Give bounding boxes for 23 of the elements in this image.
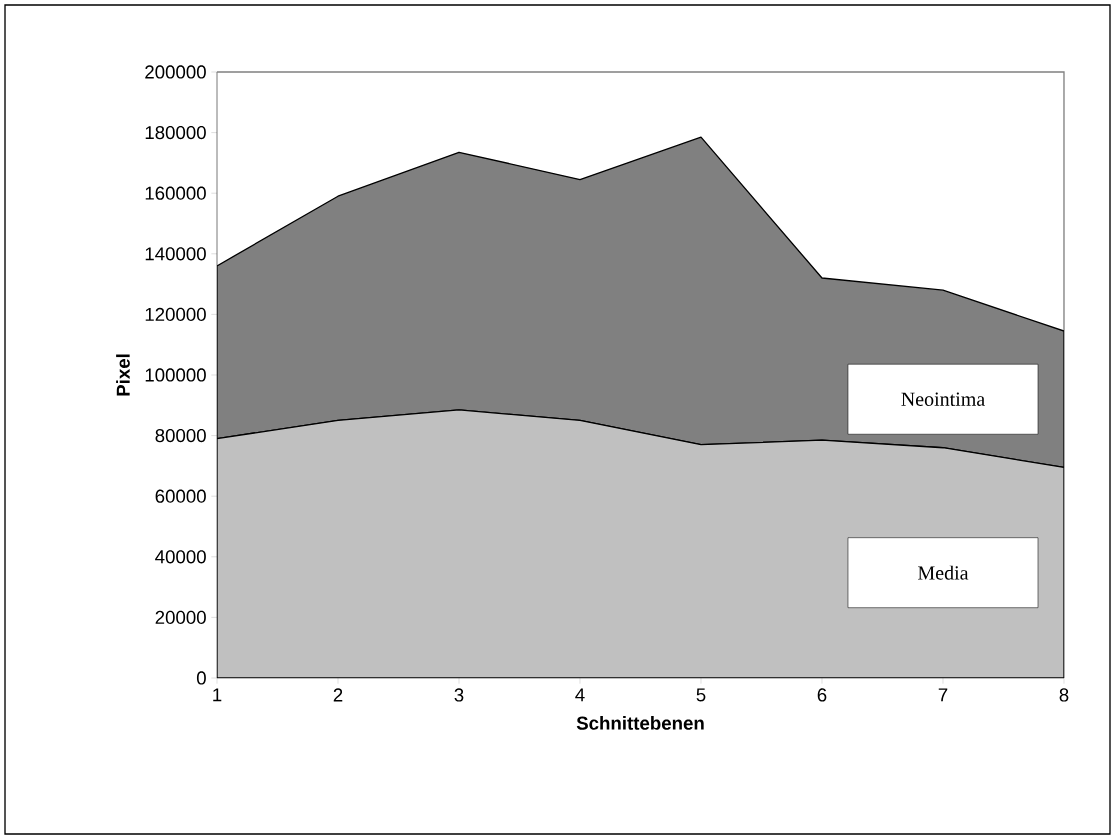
y-tick-label: 160000 [145,186,206,200]
series-label: Media [918,565,969,580]
y-tick-label: 180000 [145,125,206,140]
x-tick-label: 2 [333,688,343,702]
series-label: Neointima [901,392,985,406]
x-tick-label: 6 [817,688,827,702]
x-axis-title: Schnittebenen [576,716,704,730]
x-tick-label: 3 [454,688,464,702]
x-tick-label: 5 [696,688,706,702]
x-tick-label: 4 [575,688,585,702]
y-axis-title: Pixel [116,354,130,396]
y-tick-label: 80000 [155,428,206,443]
y-tick-label: 0 [196,671,206,685]
y-tick-label: 100000 [145,368,206,382]
y-tick-label: 140000 [145,247,206,261]
y-tick-label: 20000 [155,610,206,624]
y-tick-label: 200000 [145,65,206,79]
x-tick-label: 7 [938,688,948,702]
y-tick-label: 40000 [155,550,206,564]
y-tick-label: 60000 [155,489,206,503]
y-tick-label: 120000 [145,307,206,321]
x-tick-label: 8 [1059,688,1069,702]
x-tick-label: 1 [213,688,222,702]
